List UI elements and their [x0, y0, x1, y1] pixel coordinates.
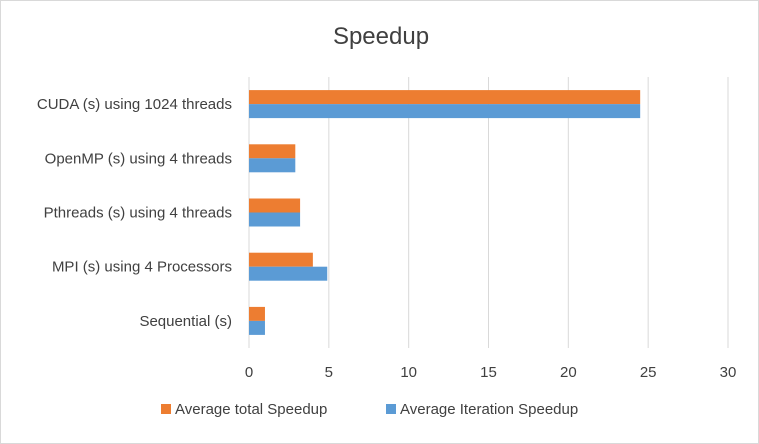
category-label: MPI (s) using 4 Processors — [52, 259, 232, 276]
bar-total-speedup — [249, 306, 265, 321]
bar-iteration-speedup — [249, 320, 265, 335]
bar-total-speedup — [249, 252, 313, 267]
legend-label: Average total Speedup — [175, 401, 327, 418]
bars — [249, 90, 641, 335]
x-tick-label: 15 — [480, 364, 497, 381]
bar-iteration-speedup — [249, 212, 301, 227]
bar-total-speedup — [249, 198, 301, 213]
chart-title: Speedup — [333, 23, 429, 50]
bar-iteration-speedup — [249, 158, 296, 173]
x-tick-label: 10 — [400, 364, 417, 381]
x-tick-label: 5 — [325, 364, 333, 381]
bar-iteration-speedup — [249, 104, 641, 119]
gridlines — [248, 77, 729, 348]
bar-total-speedup — [249, 144, 296, 159]
bar-iteration-speedup — [249, 266, 328, 281]
legend-swatch — [386, 404, 396, 414]
legend-label: Average Iteration Speedup — [400, 401, 578, 418]
category-label: Sequential (s) — [139, 313, 232, 330]
x-tick-label: 30 — [720, 364, 737, 381]
x-tick-label: 25 — [640, 364, 657, 381]
legend-swatch — [161, 404, 171, 414]
category-label: Pthreads (s) using 4 threads — [44, 205, 232, 222]
bar-total-speedup — [249, 90, 641, 105]
legend: Average total Speedup Average Iteration S… — [161, 401, 578, 418]
category-label: OpenMP (s) using 4 threads — [45, 150, 232, 167]
x-tick-label: 0 — [245, 364, 253, 381]
axes: 0 5 10 15 20 25 30 CUDA (s) using 1024 threads O… — [37, 96, 736, 381]
x-tick-label: 20 — [560, 364, 577, 381]
category-label: CUDA (s) using 1024 threads — [37, 96, 232, 113]
